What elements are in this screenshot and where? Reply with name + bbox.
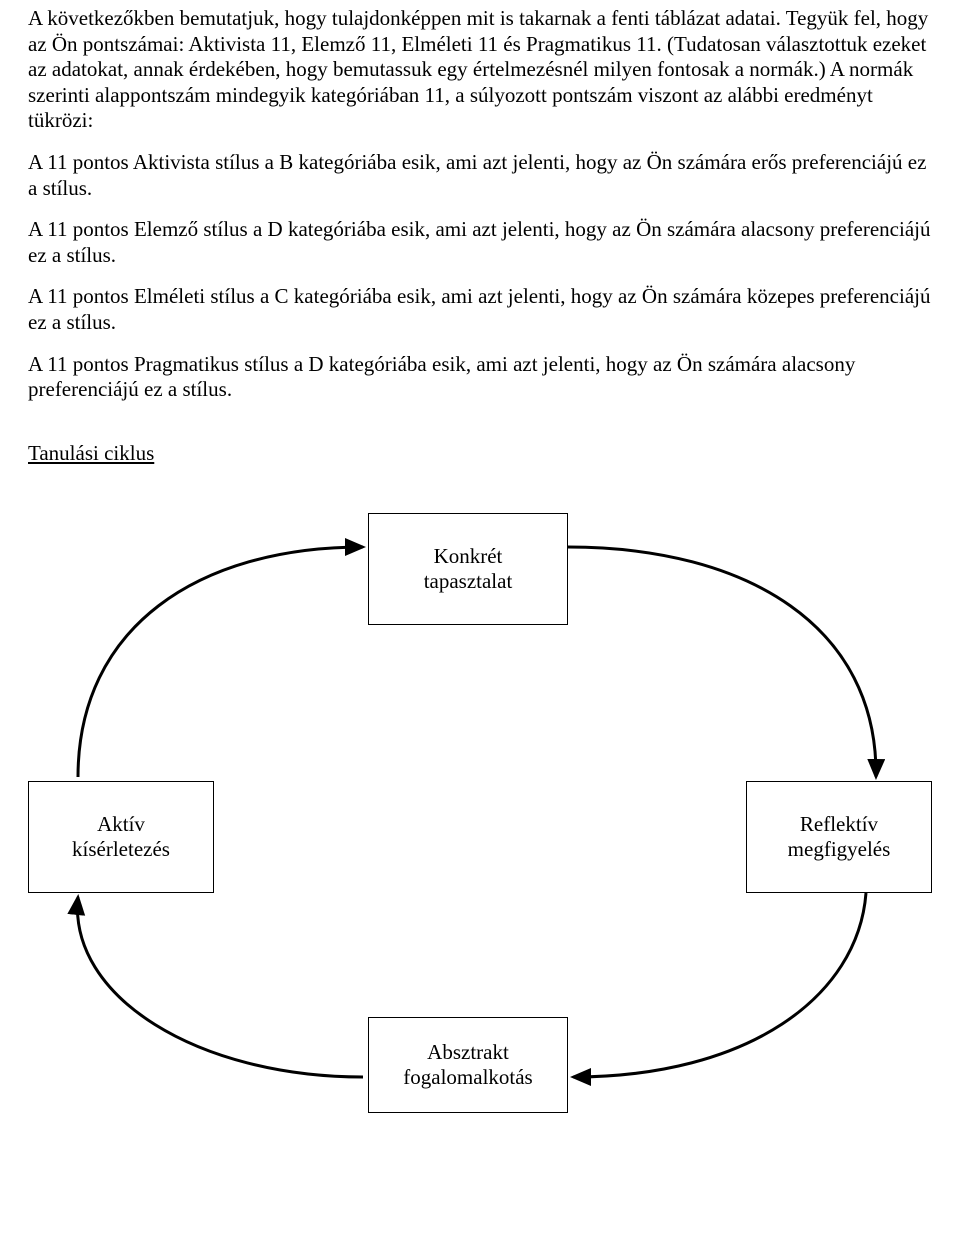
diagram-node-top: Konkrét tapasztalat (368, 513, 568, 625)
diagram-edge (568, 547, 876, 777)
diagram-edge (573, 893, 866, 1077)
document-page: A következőkben bemutatjuk, hogy tulajdo… (0, 0, 960, 1240)
diagram-node-bottom: Absztrakt fogalomalkotás (368, 1017, 568, 1113)
pragmatikus-paragraph: A 11 pontos Pragmatikus stílus a D kateg… (28, 352, 932, 403)
diagram-node-left: Aktív kísérletezés (28, 781, 214, 893)
intro-paragraph: A következőkben bemutatjuk, hogy tulajdo… (28, 6, 932, 134)
aktivista-paragraph: A 11 pontos Aktivista stílus a B kategór… (28, 150, 932, 201)
elemzo-paragraph: A 11 pontos Elemző stílus a D kategóriáb… (28, 217, 932, 268)
diagram-node-right: Reflektív megfigyelés (746, 781, 932, 893)
elmeleti-paragraph: A 11 pontos Elméleti stílus a C kategóri… (28, 284, 932, 335)
diagram-node-label: Reflektív megfigyelés (788, 812, 891, 860)
learning-cycle-diagram: Konkrét tapasztalat Reflektív megfigyelés… (28, 477, 932, 1117)
diagram-node-label: Absztrakt fogalomalkotás (403, 1040, 532, 1088)
section-heading-tanulasi-ciklus: Tanulási ciklus (28, 441, 932, 467)
diagram-edge (77, 897, 363, 1077)
diagram-edge (78, 547, 363, 777)
diagram-node-label: Konkrét tapasztalat (424, 544, 513, 592)
diagram-node-label: Aktív kísérletezés (72, 812, 170, 860)
